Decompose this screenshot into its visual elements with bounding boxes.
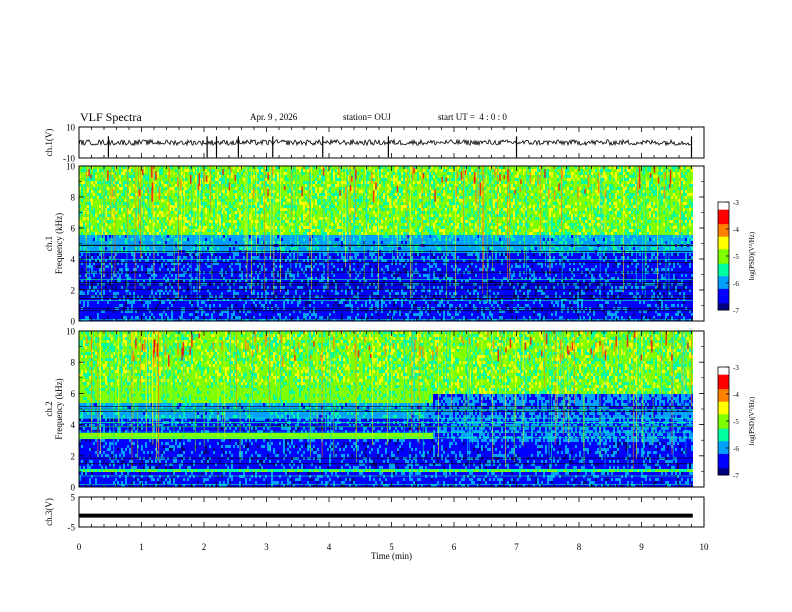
- ch2-spectrogram-ylabel-1: ch.2: [44, 401, 54, 416]
- ch1-spectrogram-ylabel-2: Frequency (kHz): [54, 213, 64, 274]
- ch1-waveform-trace: [79, 138, 693, 147]
- x-tick-label-5: 5: [389, 542, 394, 552]
- ch2-spectrogram-ytick-1: 8: [71, 358, 76, 368]
- x-tick-label-2: 2: [202, 542, 207, 552]
- ch2-spectrogram-ytick-4: 2: [71, 451, 76, 461]
- ch1-spectrogram-ytick-3: 4: [71, 255, 76, 265]
- ch1-spectrogram-cbar-tick-3: -6: [733, 280, 739, 288]
- ch2-spectrogram-cbar-tick-4: -7: [733, 472, 739, 480]
- x-tick-label-0: 0: [77, 542, 82, 552]
- x-tick-label-9: 9: [639, 542, 644, 552]
- x-tick-label-8: 8: [577, 542, 582, 552]
- ch1-spectrogram-ytick-4: 2: [71, 286, 76, 296]
- station-label: station= OUJ: [343, 112, 391, 122]
- ch1-spectrogram-ytick-2: 6: [71, 224, 76, 234]
- ch1-spectrogram-ylabel-1: ch.1: [44, 236, 54, 251]
- ch1-waveform-ylabel: ch.1(V): [44, 129, 54, 157]
- ch1-waveform-ytick-1: -10: [63, 154, 75, 164]
- figure-title: VLF Spectra: [80, 110, 142, 125]
- ch1-spectrogram-cbar-label: log(PSD)(V²/Hz): [748, 231, 756, 280]
- x-tick-label-6: 6: [452, 542, 457, 552]
- ch1-spectrogram-cbar-tick-1: -4: [733, 226, 739, 234]
- ch1-waveform-ytick-0: 10: [66, 123, 76, 133]
- x-tick-label-10: 10: [700, 542, 710, 552]
- ch2-spectrogram-cbar-label: log(PSD)(V²/Hz): [748, 396, 756, 445]
- x-tick-label-1: 1: [139, 542, 144, 552]
- ch1-spectrogram-ytick-5: 0: [71, 317, 76, 327]
- ch1-spectrogram-cbar-tick-2: -5: [733, 253, 739, 261]
- start-time-label: start UT = 4 : 0 : 0: [438, 112, 507, 122]
- ch2-spectrogram-ytick-2: 6: [71, 389, 76, 399]
- ch1-spectrogram-ytick-1: 8: [71, 193, 76, 203]
- date-label: Apr. 9 , 2026: [250, 112, 297, 122]
- ch2-spectrogram-cbar-tick-2: -5: [733, 418, 739, 426]
- ch1-spectrogram-image: [79, 166, 693, 321]
- ch3-waveform-ytick-1: -5: [68, 523, 76, 533]
- ch2-spectrogram-ytick-5: 0: [71, 483, 76, 493]
- x-tick-label-3: 3: [264, 542, 269, 552]
- ch2-spectrogram-image: [79, 331, 693, 487]
- ch3-waveform-ylabel: ch.3(V): [44, 498, 54, 526]
- ch2-spectrogram-cbar-tick-3: -6: [733, 445, 739, 453]
- ch2-spectrogram-cbar-tick-0: -3: [733, 364, 739, 372]
- ch1-spectrogram-cbar-tick-0: -3: [733, 199, 739, 207]
- ch1-spectrogram-ytick-0: 10: [66, 162, 76, 172]
- ch2-spectrogram-ytick-3: 4: [71, 420, 76, 430]
- ch2-spectrogram-cbar-tick-1: -4: [733, 391, 739, 399]
- x-tick-label-4: 4: [327, 542, 332, 552]
- ch2-spectrogram-ytick-0: 10: [66, 327, 76, 337]
- ch3-waveform-ytick-0: 5: [71, 493, 76, 503]
- ch2-spectrogram-ylabel-2: Frequency (kHz): [54, 378, 64, 439]
- ch1-spectrogram-cbar-tick-4: -7: [733, 307, 739, 315]
- x-tick-label-7: 7: [514, 542, 519, 552]
- x-axis-label: Time (min): [371, 551, 412, 561]
